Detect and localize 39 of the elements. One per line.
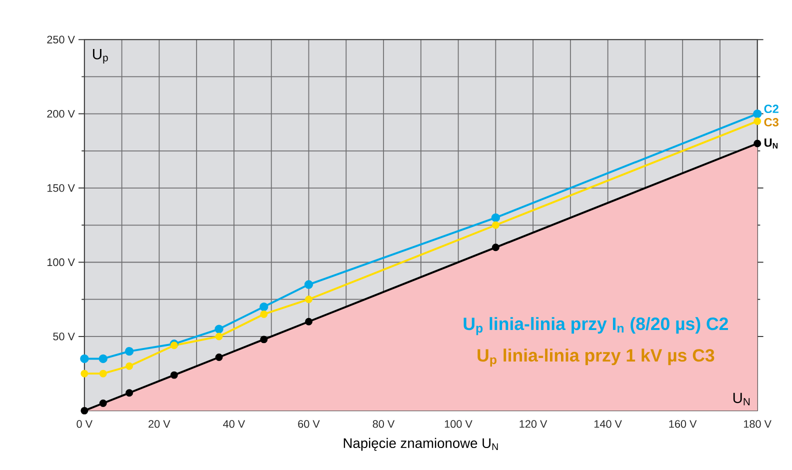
x-tick-label: 80 V bbox=[372, 420, 395, 428]
x-tick-label: 180 V bbox=[744, 420, 772, 428]
x-tick-label: 0 V bbox=[76, 420, 92, 428]
y-tick-label: 100 V bbox=[47, 258, 75, 266]
y-tick-label: 200 V bbox=[47, 110, 75, 118]
point bbox=[754, 117, 762, 125]
point bbox=[124, 346, 134, 356]
x-tick-label: 120 V bbox=[520, 420, 548, 428]
series-label: U$_{N}$ bbox=[764, 138, 778, 148]
annotation: U$_{p}$ linia-linia przy I$_{n}$ (8/20 µs) C2 bbox=[464, 317, 728, 336]
series-label: C2 bbox=[764, 104, 778, 114]
point bbox=[260, 310, 268, 318]
point bbox=[215, 332, 223, 340]
point bbox=[80, 354, 89, 364]
y-tick-label: 150 V bbox=[47, 184, 75, 192]
series-label: C3 bbox=[764, 118, 779, 126]
x-tick-label: 160 V bbox=[669, 420, 697, 428]
point bbox=[491, 213, 500, 222]
point bbox=[304, 280, 314, 289]
x-tick-label: 140 V bbox=[594, 420, 622, 428]
point bbox=[99, 370, 107, 378]
point bbox=[260, 302, 268, 312]
point bbox=[98, 354, 108, 364]
point bbox=[80, 370, 88, 378]
x-tick-label: 40 V bbox=[223, 420, 246, 428]
x-tick-label: 20 V bbox=[148, 420, 170, 428]
x-tick-label: 100 V bbox=[444, 420, 472, 428]
x-tick-label: 60 V bbox=[298, 420, 320, 428]
point bbox=[214, 324, 224, 334]
point bbox=[492, 221, 500, 229]
y-tick-label: 50 V bbox=[53, 332, 75, 340]
point bbox=[753, 109, 762, 118]
x-axis-title: Napięcie znamionowe U$_{N}$ bbox=[344, 438, 498, 451]
annotation: U$_{N}$ bbox=[733, 392, 750, 406]
annotation: U$_{p}$ linia-linia przy 1 kV µs C3 bbox=[478, 348, 714, 367]
point bbox=[304, 296, 312, 304]
y-tick-label: 250 V bbox=[47, 36, 75, 44]
point bbox=[126, 362, 134, 370]
y-axis-title: U$_{p}$ bbox=[93, 48, 108, 64]
